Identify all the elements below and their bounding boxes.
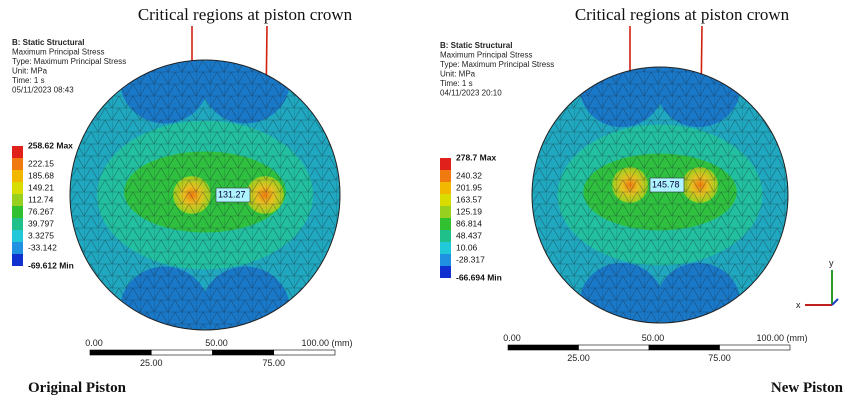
legend-label: 163.57 <box>456 194 482 204</box>
legend-swatch <box>440 218 451 230</box>
legend-label: -28.317 <box>456 254 485 264</box>
header-line: Maximum Principal Stress <box>12 48 104 57</box>
legend-swatch <box>440 242 451 254</box>
legend-label: -33.142 <box>28 242 57 252</box>
scale-label: 75.00 <box>262 358 285 368</box>
legend-swatch <box>12 158 23 170</box>
header-line: Unit: MPa <box>440 70 476 79</box>
scale-label: 25.00 <box>140 358 163 368</box>
header-line: 04/11/2023 20:10 <box>440 89 502 98</box>
legend-label: 112.74 <box>28 194 54 204</box>
probe-value: 145.78 <box>652 179 680 189</box>
legend-swatch <box>440 254 451 266</box>
legend-swatch <box>12 254 23 266</box>
legend-swatch <box>440 206 451 218</box>
panel: Critical regions at piston crown B: Stati… <box>12 5 353 396</box>
header-line: Time: 1 s <box>440 79 473 88</box>
legend-swatch <box>12 146 23 158</box>
legend-swatch <box>12 194 23 206</box>
header-line: Maximum Principal Stress <box>440 51 532 60</box>
header-line: Type: Maximum Principal Stress <box>12 57 126 66</box>
legend-swatch <box>440 170 451 182</box>
piston <box>532 45 788 345</box>
legend-label: 278.7 Max <box>456 152 496 162</box>
triad-label: x <box>796 300 801 310</box>
scale-label: 0.00 <box>85 338 103 348</box>
caption: Original Piston <box>28 380 127 396</box>
scale-segment <box>151 350 212 355</box>
scale-label: 50.00 <box>642 333 665 343</box>
triad-label: y <box>829 258 834 268</box>
figure: Critical regions at piston crown B: Stati… <box>0 0 843 400</box>
scale-label: 100.00 (mm) <box>301 338 352 348</box>
scale-label: 75.00 <box>708 353 731 363</box>
legend-swatch <box>12 170 23 182</box>
scale-segment <box>649 345 720 350</box>
legend-label: 76.267 <box>28 206 54 216</box>
header-line: Unit: MPa <box>12 67 48 76</box>
header-line: B: Static Structural <box>440 41 512 50</box>
legend-swatch <box>440 266 451 278</box>
legend-label: 39.797 <box>28 218 54 228</box>
legend-swatch <box>12 182 23 194</box>
legend-label: 240.32 <box>456 170 482 180</box>
legend-swatch <box>440 194 451 206</box>
legend-label: 3.3275 <box>28 230 54 240</box>
legend-swatch <box>12 206 23 218</box>
scale-segment <box>720 345 791 350</box>
scale-segment <box>579 345 650 350</box>
header-line: 05/11/2023 08:43 <box>12 86 74 95</box>
legend-label: 201.95 <box>456 182 482 192</box>
legend-label: 86.814 <box>456 218 482 228</box>
legend-label: 222.15 <box>28 158 54 168</box>
annotation: Critical regions at piston crown <box>575 5 790 24</box>
legend-label: 258.62 Max <box>28 140 73 150</box>
axis-triad: yx <box>796 258 838 310</box>
scale-segment <box>274 350 335 355</box>
panel: Critical regions at piston crown B: Stati… <box>440 5 843 396</box>
legend-label: 10.06 <box>456 242 478 252</box>
legend-label: 149.21 <box>28 182 54 192</box>
scale-segment <box>90 350 151 355</box>
scale-segment <box>213 350 274 355</box>
legend-swatch <box>440 230 451 242</box>
legend-label: -69.612 Min <box>28 260 74 270</box>
legend-swatch <box>440 158 451 170</box>
legend-swatch <box>12 218 23 230</box>
header-line: Type: Maximum Principal Stress <box>440 60 554 69</box>
scale-label: 100.00 (mm) <box>756 333 807 343</box>
probe-value: 131.27 <box>218 189 246 199</box>
legend-label: 48.437 <box>456 230 482 240</box>
legend-label: 125.19 <box>456 206 482 216</box>
mesh <box>70 60 340 330</box>
caption: New Piston <box>771 380 843 396</box>
legend-swatch <box>440 182 451 194</box>
legend-swatch <box>12 242 23 254</box>
legend-swatch <box>12 230 23 242</box>
header-line: B: Static Structural <box>12 38 84 47</box>
legend-label: 185.68 <box>28 170 54 180</box>
mesh <box>532 67 788 323</box>
header-line: Time: 1 s <box>12 76 45 85</box>
annotation: Critical regions at piston crown <box>138 5 353 24</box>
scale-label: 0.00 <box>503 333 521 343</box>
scale-label: 50.00 <box>205 338 228 348</box>
legend-label: -66.694 Min <box>456 272 502 282</box>
scale-segment <box>508 345 579 350</box>
piston <box>70 37 340 353</box>
scale-label: 25.00 <box>567 353 590 363</box>
